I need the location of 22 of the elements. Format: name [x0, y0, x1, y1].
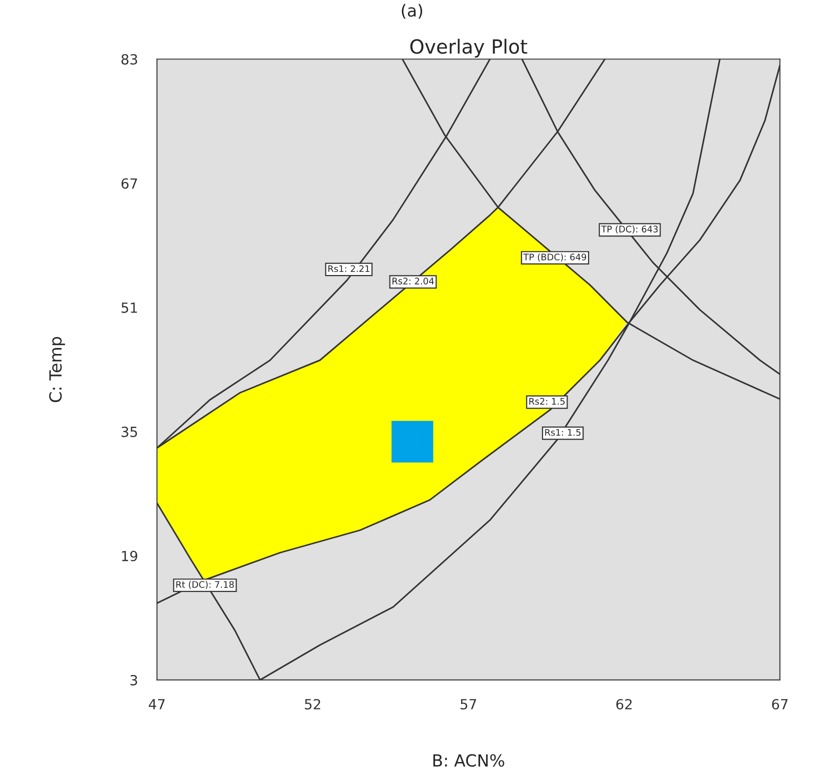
text: (a)	[402, 4, 422, 19]
y-axis-title: C: Temp	[49, 336, 65, 402]
chart-title: Overlay Plot	[410, 38, 528, 58]
annotation: Rs2: 1.5	[529, 398, 565, 405]
y-tick-label: 51	[122, 302, 137, 313]
x-tick-label: 57	[460, 699, 476, 710]
y-tick-label: 3	[130, 674, 138, 686]
annotation: Rt (DC): 7.18	[176, 580, 234, 589]
annotation: Rs1: 2.21	[328, 265, 370, 272]
annotation: TP (BDC): 649	[523, 253, 586, 262]
x-axis-title: B: ACN%	[433, 754, 504, 767]
annotation: TP (DC): 643	[601, 226, 658, 234]
y-tick-label: 83	[121, 54, 138, 65]
x-tick-label: 47	[148, 699, 165, 710]
x-tick-label: 52	[304, 698, 320, 710]
annotation: Rs1: 1.5	[545, 429, 581, 436]
y-tick-label: 35	[122, 426, 138, 438]
y-tick-label: 67	[122, 178, 138, 189]
x-tick-label: 67	[772, 698, 788, 710]
x-tick-label: 62	[616, 698, 632, 710]
annotation: Rs2: 2.04	[392, 278, 434, 284]
y-tick-label: 19	[122, 550, 138, 562]
